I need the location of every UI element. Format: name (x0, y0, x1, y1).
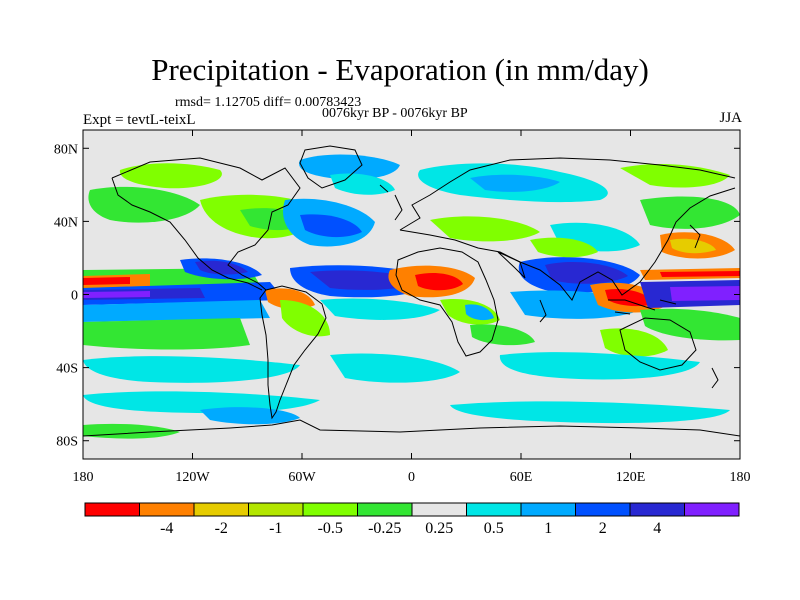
colorbar-swatch (139, 502, 195, 517)
coast-south-america (259, 285, 327, 420)
field-antarctic-coast-west (83, 391, 320, 414)
statistics-label: rmsd= 1.12705 diff= 0.00783423 (175, 95, 362, 110)
field-south-atlantic (320, 298, 440, 320)
coast-antarctica (83, 419, 740, 437)
coast-eurasia-north (399, 157, 736, 231)
coast-arabia (497, 251, 526, 279)
map-title: Precipitation - Evaporation (in mm/day) (151, 52, 649, 87)
field-southern-ocean-pacific (83, 356, 300, 383)
coast-indonesia (608, 299, 677, 315)
coast-british-isles (379, 184, 403, 221)
colorbar-label: 0.25 (425, 520, 453, 537)
colorbar-label: -1 (269, 520, 282, 537)
colorbar: -4 -2 -1 -0.5 -0.25 0.25 0.5 1 2 4 (84, 502, 740, 537)
colorbar-label: 4 (653, 520, 661, 537)
field-antarctic-coast-east (450, 401, 730, 424)
field-southern-ocean-atlantic (330, 353, 460, 383)
field-warm-pool-max (670, 286, 740, 301)
colorbar-label: 1 (544, 520, 552, 537)
field-arctic-canada (119, 163, 222, 189)
field-east-siberia (620, 164, 730, 188)
field-west-pacific-red (660, 271, 740, 277)
colorbar-swatch (520, 502, 576, 517)
season-label: JJA (719, 110, 742, 126)
coast-north-america (111, 157, 301, 291)
field-east-africa (470, 324, 535, 346)
field-north-pacific-west (88, 186, 200, 223)
x-tick-label: 180 (73, 470, 94, 485)
coastlines (83, 145, 740, 437)
x-tick-label: 120E (616, 470, 646, 485)
field-central-america-core (195, 260, 248, 275)
field-mediterranean (430, 216, 540, 242)
x-tick-label: 60W (288, 470, 316, 485)
x-tick-label: 0 (408, 470, 415, 485)
field-pacific-red-band (83, 277, 130, 285)
colorbar-label: -4 (160, 520, 173, 537)
coast-africa (395, 247, 499, 357)
field-congo (465, 304, 494, 321)
colorbar-swatch (248, 502, 304, 517)
field-south-pacific (83, 318, 250, 350)
field-maritime-continent-core (605, 288, 654, 307)
colorbar-swatch (466, 502, 522, 517)
colorbar-label: -2 (215, 520, 228, 537)
field-siberia (470, 174, 560, 192)
colorbar-swatch (684, 502, 740, 517)
field-gulf-stream (300, 214, 362, 238)
colorbar-label: 0.5 (484, 520, 504, 537)
field-south-west-pacific (640, 308, 740, 341)
field-arabian-sea (530, 237, 598, 258)
field-southern-ocean-indian (499, 352, 700, 380)
y-tick-label: 40N (54, 215, 78, 230)
coast-australia (619, 317, 697, 371)
coast-eurasia-south (399, 187, 736, 301)
x-tick-label: 60E (510, 470, 533, 485)
pme-fields (83, 154, 740, 439)
field-amazon (280, 300, 330, 337)
field-greenland-sea (299, 154, 400, 180)
field-north-pacific-east (640, 196, 740, 229)
colorbar-label: 2 (599, 520, 607, 537)
latitude-axis: 80N 40N 0 40S 80S (54, 142, 740, 450)
colorbar-swatch (302, 502, 358, 517)
colorbar-swatch (411, 502, 467, 517)
colorbar-swatch (575, 502, 631, 517)
y-tick-label: 80S (56, 435, 78, 450)
field-amundsen-sea (200, 407, 300, 425)
x-tick-label: 120W (175, 470, 210, 485)
coast-new-zealand (711, 367, 719, 389)
colorbar-label: -0.25 (368, 520, 401, 537)
colorbar-swatch (193, 502, 249, 517)
longitude-axis: 180 120W 60W 0 60E 120E 180 (73, 130, 751, 485)
y-tick-label: 40S (56, 362, 78, 377)
colorbar-swatch (629, 502, 685, 517)
field-australia (600, 328, 668, 357)
coast-madagascar (539, 299, 547, 323)
y-tick-label: 0 (71, 289, 78, 304)
field-pacific-max (83, 291, 150, 298)
field-sahel-core (415, 273, 463, 291)
coast-greenland (299, 145, 363, 189)
field-pacific-south-band (83, 300, 270, 322)
map-body (83, 130, 740, 459)
colorbar-swatch (84, 502, 140, 517)
y-tick-label: 80N (54, 142, 78, 157)
colorbar-label: -0.5 (318, 520, 343, 537)
field-subtropical-pacific-core (670, 238, 716, 254)
field-india-monsoon-core (545, 262, 628, 284)
colorbar-swatch (357, 502, 413, 517)
experiment-label: Expt = tevtL-teixL (83, 112, 196, 128)
period-label: 0076kyr BP - 0076kyr BP (322, 106, 468, 121)
x-tick-label: 180 (730, 470, 751, 485)
coast-japan (689, 224, 701, 249)
coast-north-america-west (111, 177, 263, 291)
